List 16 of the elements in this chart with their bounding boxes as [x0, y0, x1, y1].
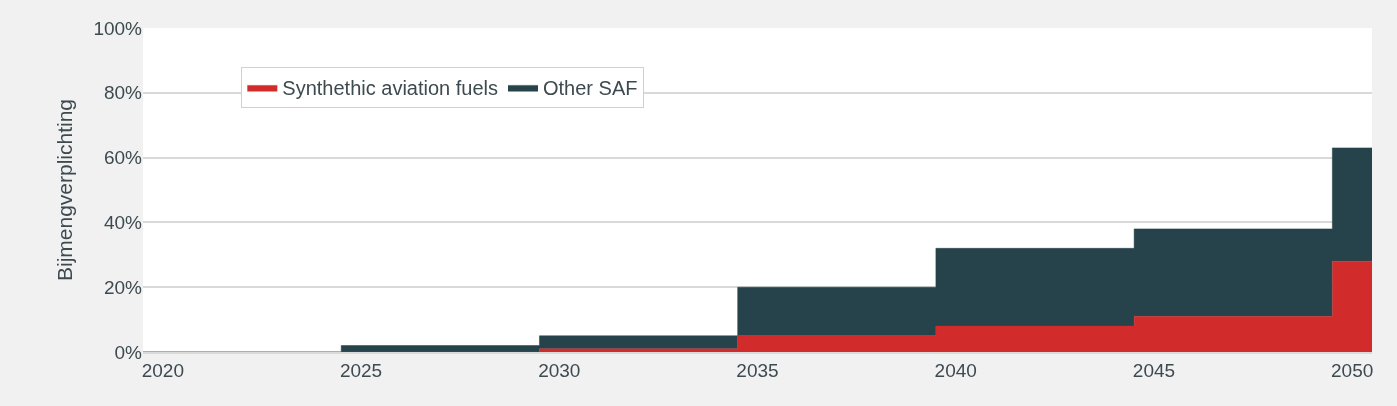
x-tick-label: 2050	[1331, 359, 1374, 381]
x-tick-label: 2040	[934, 359, 977, 381]
y-axis-title: Bijmengverplichting	[52, 98, 76, 282]
y-tick-label: 60%	[103, 147, 143, 169]
y-tick-label: 80%	[103, 82, 143, 104]
x-tick-label: 2035	[736, 359, 779, 381]
x-tick-label: 2045	[1132, 359, 1176, 381]
y-tick-label: 20%	[103, 276, 143, 298]
x-tick-label: 2020	[141, 359, 184, 381]
y-tick-label: 40%	[103, 212, 143, 234]
legend-label: Other SAF	[543, 77, 638, 100]
x-tick-label: 2030	[538, 359, 581, 381]
y-tick-label: 100%	[93, 17, 143, 39]
legend-label: Synthethic aviation fuels	[282, 77, 499, 100]
x-tick-label: 2025	[339, 359, 383, 381]
y-tick-label: 0%	[114, 341, 143, 363]
